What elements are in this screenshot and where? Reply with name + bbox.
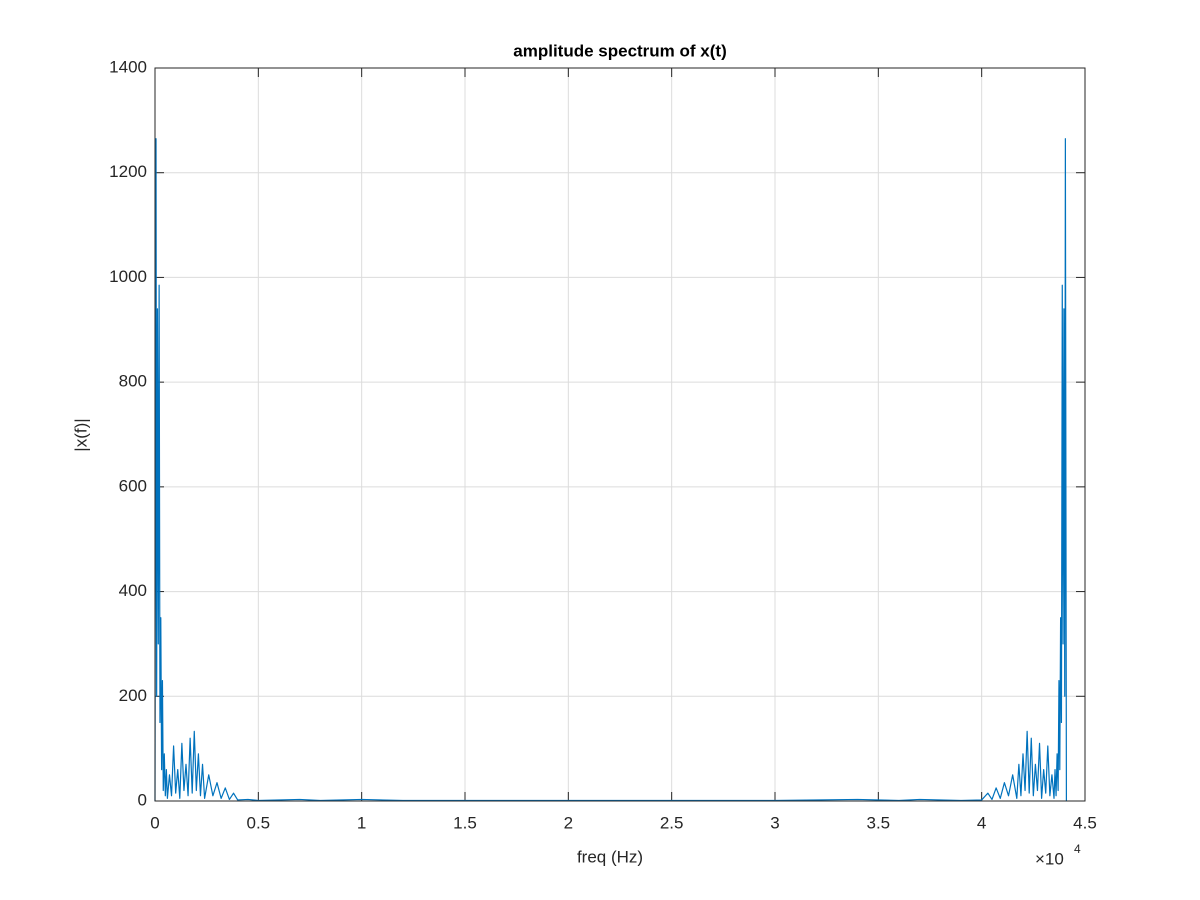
y-axis-label: |x(f)| (71, 418, 90, 451)
axes-box (154, 67, 1086, 802)
y-tick-label: 200 (119, 686, 147, 705)
chart-title: amplitude spectrum of x(t) (513, 41, 726, 60)
y-tick-label: 1400 (109, 57, 147, 76)
x-tick-label: 1.5 (453, 813, 477, 832)
y-tick-label: 400 (119, 581, 147, 600)
x-tick-label: 0 (150, 813, 159, 832)
data-line (154, 138, 1067, 802)
x-tick-label: 3.5 (867, 813, 891, 832)
y-tick-label: 1200 (109, 162, 147, 181)
y-tick-label: 1000 (109, 267, 147, 286)
x-axis-label: freq (Hz) (577, 847, 643, 866)
x-exponent-power: 4 (1074, 842, 1081, 856)
y-tick-label: 800 (119, 372, 147, 391)
x-exponent-base: ×10 (1035, 849, 1064, 868)
x-tick-label: 3 (770, 813, 779, 832)
x-tick-label: 2.5 (660, 813, 684, 832)
y-tick-label: 0 (138, 790, 147, 809)
x-tick-label: 2 (564, 813, 573, 832)
x-tick-label: 4 (977, 813, 986, 832)
x-tick-label: 0.5 (247, 813, 271, 832)
x-tick-label: 1 (357, 813, 366, 832)
y-tick-label: 600 (119, 476, 147, 495)
x-tick-label: 4.5 (1073, 813, 1097, 832)
